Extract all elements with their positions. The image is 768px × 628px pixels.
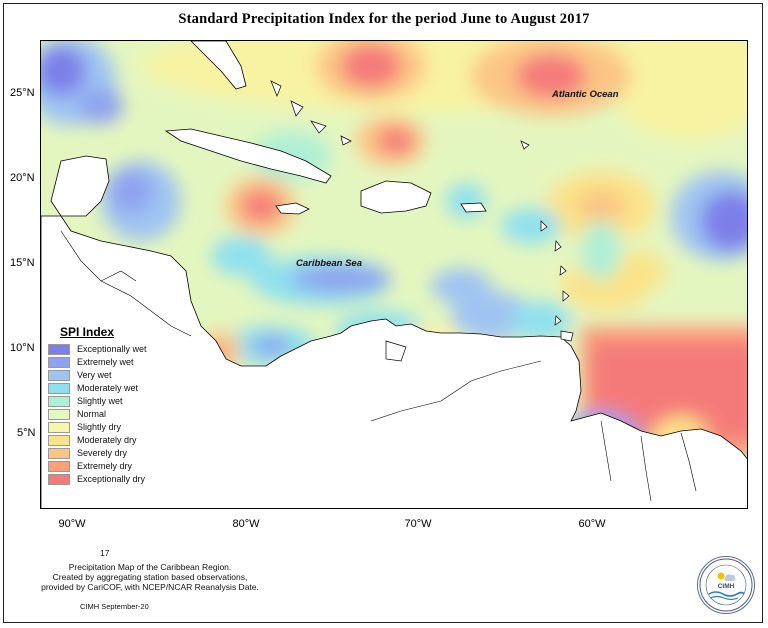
spi-legend: SPI Index Exceptionally wet Extremely wet… <box>48 325 198 486</box>
wave-icon <box>708 591 745 597</box>
y-tick-10n: 10°N <box>10 342 35 354</box>
legend-swatch <box>48 370 70 381</box>
x-tick-70w: 70°W <box>404 518 432 530</box>
legend-swatch <box>48 383 70 394</box>
x-tick-60w: 60°W <box>578 518 606 530</box>
legend-label: Very wet <box>75 370 114 381</box>
y-tick-15n: 15°N <box>10 257 35 269</box>
legend-item: Extremely dry <box>48 460 198 473</box>
small-islands <box>270 80 574 362</box>
map-canvas <box>41 41 747 508</box>
south-central-america <box>41 215 747 508</box>
legend-swatch <box>48 461 70 472</box>
legend-item: Severely dry <box>48 447 198 460</box>
hispaniola <box>360 180 432 214</box>
legend-label: Exceptionally wet <box>75 344 149 355</box>
legend-swatch <box>48 357 70 368</box>
legend-label: Exceptionally dry <box>75 474 148 485</box>
borders <box>60 230 697 502</box>
legend-swatch <box>48 344 70 355</box>
legend-swatch <box>48 422 70 433</box>
x-tick-80w: 80°W <box>232 518 260 530</box>
legend-item: Moderately dry <box>48 434 198 447</box>
legend-title: SPI Index <box>60 325 115 339</box>
legend-items: Exceptionally wet Extremely wet Very wet Mo… <box>48 343 198 486</box>
atlantic-ocean-label: Atlantic Ocean <box>552 89 619 100</box>
legend-label: Extremely wet <box>75 357 136 368</box>
legend-swatch <box>48 448 70 459</box>
legend-item: Slightly dry <box>48 421 198 434</box>
legend-label: Slightly dry <box>75 422 124 433</box>
caribbean-sea-label: Caribbean Sea <box>296 258 362 269</box>
legend-item: Very wet <box>48 369 198 382</box>
florida <box>190 41 247 90</box>
legend-label: Extremely dry <box>75 461 135 472</box>
legend-item: Moderately wet <box>48 382 198 395</box>
logo-text: CIMH <box>717 583 735 590</box>
legend-label: Slightly wet <box>75 396 125 407</box>
legend-swatch <box>48 396 70 407</box>
cuba <box>164 128 332 184</box>
legend-item: Slightly wet <box>48 395 198 408</box>
y-tick-5n: 5°N <box>17 427 36 439</box>
legend-label: Moderately dry <box>75 435 139 446</box>
y-tick-20n: 20°N <box>10 172 35 184</box>
spi-map <box>40 40 748 509</box>
legend-label: Normal <box>75 409 109 420</box>
legend-swatch <box>48 474 70 485</box>
cloud-icon <box>724 574 736 581</box>
footnote-text: Precipitation Map of the Caribbean Regio… <box>30 562 270 592</box>
legend-label: Moderately wet <box>75 383 141 394</box>
legend-label: Severely dry <box>75 448 130 459</box>
footnote-line-2: Created by aggregating station based obs… <box>52 572 248 582</box>
x-tick-90w: 90°W <box>58 518 86 530</box>
y-tick-25n: 25°N <box>10 87 35 99</box>
puerto-rico <box>460 202 487 213</box>
land-masses <box>41 41 747 508</box>
map-title: Standard Precipitation Index for the per… <box>178 11 590 27</box>
credit-text: CIMH September-20 <box>80 602 149 611</box>
sun-icon <box>717 572 725 580</box>
legend-item: Normal <box>48 408 198 421</box>
legend-swatch <box>48 409 70 420</box>
legend-item: Exceptionally dry <box>48 473 198 486</box>
page-number: 17 <box>100 548 110 558</box>
cimh-logo-icon <box>699 558 753 612</box>
legend-swatch <box>48 435 70 446</box>
jamaica <box>275 202 310 215</box>
figure-frame <box>3 3 763 623</box>
yucatan <box>50 155 110 217</box>
cimh-logo: CIMH <box>697 556 755 614</box>
legend-item: Extremely wet <box>48 356 198 369</box>
footnote-line-3: provided by CariCOF, with NCEP/NCAR Rean… <box>41 582 259 592</box>
footnote-line-1: Precipitation Map of the Caribbean Regio… <box>68 562 232 572</box>
legend-item: Exceptionally wet <box>48 343 198 356</box>
